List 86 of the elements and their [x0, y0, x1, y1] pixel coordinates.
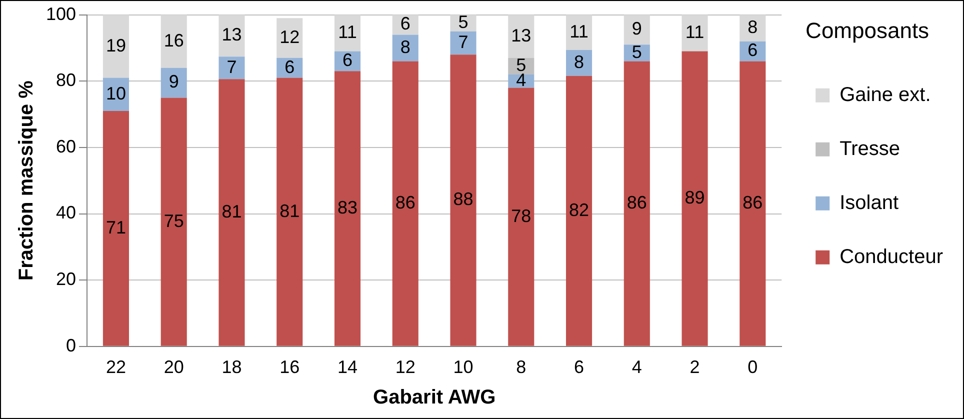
- y-tick-label: 100: [46, 4, 76, 24]
- data-label: 7: [458, 32, 468, 52]
- data-label: 6: [342, 50, 353, 70]
- x-tick-label: 8: [516, 357, 526, 378]
- data-label: 12: [280, 26, 300, 47]
- bar: [508, 88, 534, 346]
- data-label: 13: [511, 25, 532, 46]
- bar: [624, 14, 650, 45]
- data-label: 83: [337, 198, 358, 218]
- y-tick-label: 20: [56, 269, 76, 290]
- data-label: 9: [632, 18, 642, 39]
- x-tick-label: 14: [337, 357, 358, 378]
- data-label: 82: [569, 200, 590, 220]
- y-tick-label: 80: [56, 70, 76, 90]
- data-label: 71: [106, 217, 126, 238]
- x-tick-label: 18: [222, 357, 242, 378]
- data-label: 11: [338, 22, 357, 42]
- bar: [276, 18, 303, 58]
- x-tick-label: 20: [164, 357, 184, 378]
- bar: [740, 61, 766, 346]
- bar: [334, 14, 361, 52]
- bar: [218, 79, 245, 346]
- data-label: 16: [164, 30, 184, 50]
- legend-label: Conducteur: [840, 246, 944, 268]
- y-axis-title: Fraction massique %: [16, 80, 38, 281]
- x-tick-label: 0: [748, 357, 758, 378]
- bar: [624, 61, 650, 346]
- bar: [682, 51, 708, 346]
- x-tick-label: 22: [106, 357, 126, 378]
- data-label: 13: [222, 24, 242, 45]
- data-label: 8: [400, 36, 410, 57]
- bar: [566, 76, 592, 346]
- x-axis-title: Gabarit AWG: [373, 386, 496, 409]
- data-label: 10: [106, 83, 126, 104]
- y-tick-label: 40: [56, 202, 76, 223]
- data-label: 88: [453, 189, 474, 210]
- data-label: 11: [570, 21, 588, 42]
- bar: [334, 71, 361, 346]
- bar: [102, 14, 129, 78]
- bar: [450, 31, 476, 55]
- data-label: 6: [284, 56, 295, 77]
- data-label: 86: [742, 192, 763, 213]
- data-label: 6: [400, 14, 410, 34]
- data-label: 4: [516, 70, 526, 90]
- legend-title: Composants: [806, 18, 930, 44]
- bar: [450, 54, 476, 346]
- x-tick-label: 16: [280, 357, 300, 378]
- bar: [566, 14, 592, 50]
- bar: [160, 68, 187, 98]
- data-label: 81: [280, 200, 300, 221]
- data-label: 11: [685, 22, 704, 42]
- data-label: 8: [748, 17, 758, 38]
- x-tick-label: 4: [632, 357, 642, 378]
- data-label: 5: [458, 12, 468, 32]
- data-label: 86: [395, 192, 416, 213]
- bar: [508, 14, 534, 58]
- legend-label: Gaine ext.: [840, 84, 931, 106]
- data-label: 9: [168, 72, 179, 92]
- bar: [392, 61, 418, 346]
- bar: [218, 56, 245, 80]
- data-label: 8: [574, 52, 584, 72]
- data-label: 7: [226, 56, 237, 77]
- data-label: 6: [748, 40, 758, 60]
- data-label: 86: [626, 192, 647, 213]
- bar: [102, 110, 129, 346]
- bar: [276, 78, 303, 346]
- y-tick-label: 0: [66, 335, 76, 356]
- legend-label: Tresse: [840, 138, 900, 160]
- bar: [392, 34, 418, 62]
- x-tick-label: 12: [395, 357, 416, 378]
- data-label: 78: [511, 206, 532, 226]
- x-tick-label: 2: [690, 357, 700, 378]
- bar: [160, 14, 187, 68]
- legend-label: Isolant: [840, 192, 899, 214]
- data-label: 19: [106, 35, 126, 56]
- bar: [566, 50, 592, 76]
- data-label: 75: [164, 210, 184, 231]
- y-tick-label: 60: [56, 136, 76, 156]
- data-label: 5: [632, 42, 642, 62]
- x-tick-label: 6: [574, 357, 584, 378]
- bar: [218, 14, 245, 57]
- bar: [160, 98, 187, 346]
- bar: [682, 14, 708, 52]
- data-label: 81: [222, 201, 242, 222]
- x-tick-label: 10: [453, 357, 474, 378]
- data-label: 89: [684, 188, 705, 208]
